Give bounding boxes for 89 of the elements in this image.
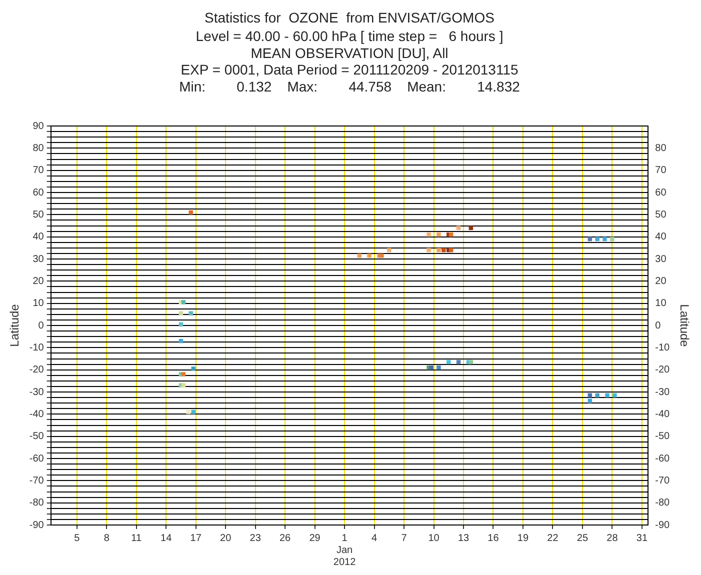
point bbox=[191, 410, 196, 414]
x-tick-label: 22 bbox=[547, 532, 559, 544]
y-tick-label: 30 bbox=[32, 254, 44, 265]
y2-tick-label: -20 bbox=[655, 364, 670, 376]
x-tick-label: 17 bbox=[190, 532, 202, 544]
x-tick-label: 28 bbox=[606, 532, 618, 544]
point bbox=[595, 393, 600, 398]
x-tick-label: 23 bbox=[250, 532, 262, 544]
y2-tick-label: 20 bbox=[655, 276, 667, 287]
y2-tick-label: -70 bbox=[655, 475, 670, 486]
y2-tick-label: -40 bbox=[655, 408, 670, 420]
y2-tick-label: 0 bbox=[655, 320, 662, 332]
y2-tick-label: -80 bbox=[655, 498, 670, 509]
point bbox=[448, 248, 454, 252]
y2-tick-label: 40 bbox=[655, 232, 667, 243]
point bbox=[602, 236, 607, 242]
point bbox=[387, 248, 392, 252]
point bbox=[442, 248, 446, 252]
point bbox=[588, 398, 592, 403]
y2-axis-title: Latitude bbox=[677, 304, 692, 348]
x-tick-label: 8 bbox=[104, 532, 110, 544]
point bbox=[612, 393, 617, 398]
x-tick-label: 26 bbox=[280, 532, 292, 544]
point bbox=[446, 360, 451, 364]
point bbox=[181, 383, 186, 388]
y-tick-label: -30 bbox=[29, 386, 44, 398]
y-tick-label: 80 bbox=[32, 142, 44, 154]
point bbox=[191, 366, 196, 371]
y-tick-label: 40 bbox=[32, 232, 44, 243]
point bbox=[188, 311, 194, 316]
y-tick-label: 20 bbox=[32, 276, 44, 287]
x-tick-label: 11 bbox=[131, 532, 142, 544]
x-tick-label: 13 bbox=[458, 532, 470, 544]
point bbox=[181, 300, 186, 304]
x-tick-label: 29 bbox=[309, 532, 321, 544]
y-tick-label: -80 bbox=[29, 498, 44, 509]
y2-tick-label: -60 bbox=[655, 453, 670, 464]
y2-tick-label: -50 bbox=[655, 431, 670, 442]
y-tick-label: 50 bbox=[32, 209, 44, 220]
point bbox=[178, 311, 184, 316]
point bbox=[595, 236, 600, 242]
x-tick-label: 25 bbox=[576, 532, 588, 544]
x-tick-label: 31 bbox=[636, 532, 648, 544]
x-tick-label: 1 Jan 2012 bbox=[333, 532, 356, 568]
point bbox=[588, 393, 592, 398]
y-tick-label: 10 bbox=[32, 298, 44, 310]
x-tick-label: 4 bbox=[372, 532, 378, 544]
point bbox=[605, 393, 610, 398]
y2-tick-label: 10 bbox=[655, 298, 667, 310]
y2-tick-label: 30 bbox=[655, 254, 667, 265]
y-tick-label: -10 bbox=[29, 342, 44, 354]
point bbox=[357, 254, 362, 258]
y-tick-label: -90 bbox=[29, 520, 44, 531]
point bbox=[429, 365, 434, 370]
y2-tick-label: 70 bbox=[655, 165, 667, 176]
y2-tick-label: 60 bbox=[655, 187, 667, 198]
y-tick-label: 0 bbox=[38, 320, 44, 332]
point bbox=[380, 254, 384, 258]
y-tick-label: -40 bbox=[29, 408, 44, 420]
chart-title: Statistics for OZONE from ENVISAT/GOMOS bbox=[204, 9, 494, 26]
y-axis-title: Latitude bbox=[8, 304, 22, 347]
point bbox=[426, 232, 431, 237]
point bbox=[436, 232, 441, 237]
x-tick-label: 10 bbox=[428, 532, 440, 544]
x-tick-label: 5 bbox=[74, 532, 80, 544]
point bbox=[436, 248, 441, 252]
point bbox=[610, 236, 614, 242]
y2-tick-label: 80 bbox=[655, 142, 667, 154]
y2-tick-label: 50 bbox=[655, 209, 667, 220]
y2-tick-label: -10 bbox=[655, 342, 670, 354]
point bbox=[367, 254, 372, 258]
y-tick-label: -50 bbox=[29, 431, 44, 442]
x-tick-label: 20 bbox=[220, 532, 232, 544]
x-tick-label: 19 bbox=[517, 532, 529, 544]
x-tick-label: 16 bbox=[488, 532, 500, 544]
y2-tick-label: -90 bbox=[655, 520, 670, 531]
chart-subtitle: Level = 40.00 - 60.00 hPa [ time step = 6 hours ] MEAN OBSERVATION [DU], All EXP = 0001, Data Period = 2011120209 - 2012013115 Min: 0.132 Max: 44.758 Mean: 14.832 bbox=[179, 28, 520, 94]
y-tick-label: -20 bbox=[29, 364, 44, 376]
y-tick-label: -60 bbox=[29, 453, 44, 464]
point bbox=[181, 372, 186, 376]
y2-tick-label: -30 bbox=[655, 386, 670, 398]
y-tick-label: -70 bbox=[29, 475, 44, 486]
y-tick-label: 70 bbox=[32, 165, 44, 176]
point bbox=[436, 365, 441, 370]
x-tick-label: 14 bbox=[160, 532, 172, 544]
x-tick-label: 7 bbox=[401, 532, 408, 544]
y-tick-label: 60 bbox=[32, 187, 44, 198]
point bbox=[426, 248, 431, 252]
y-tick-label: 90 bbox=[32, 120, 44, 132]
